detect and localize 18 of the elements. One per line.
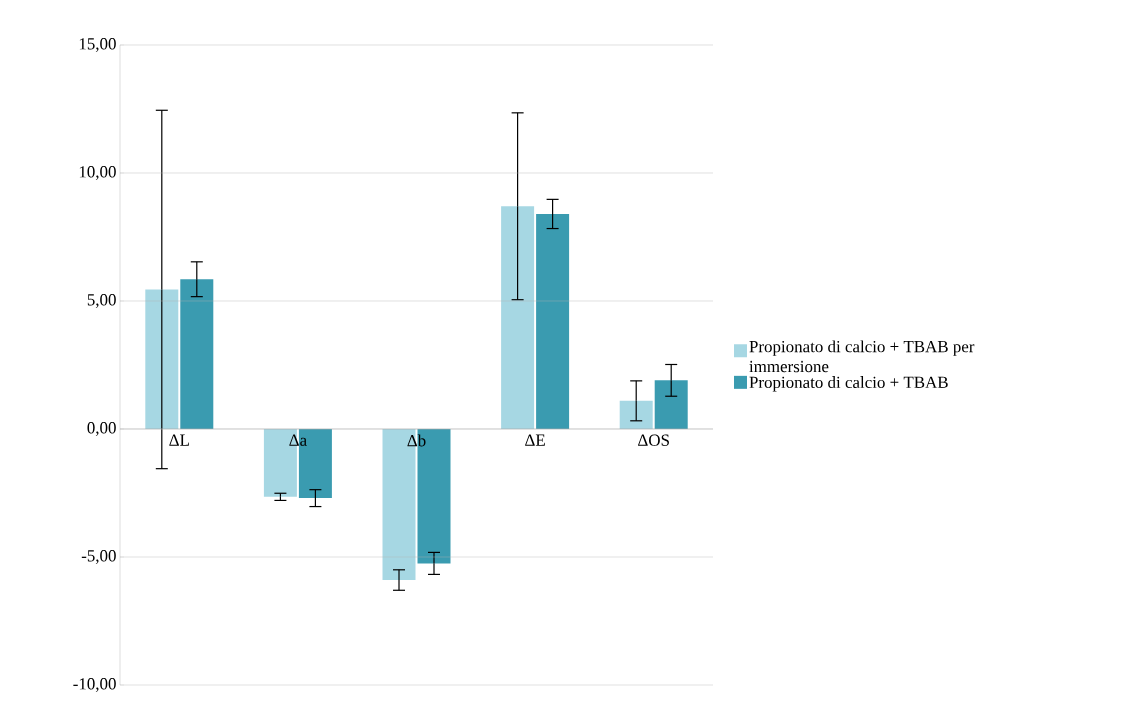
y-tick-label: -5,00 [81,550,116,564]
x-tick-label: ΔOS [638,434,669,446]
bar [180,279,214,429]
bar [501,206,535,429]
y-tick-label: -10,00 [73,678,116,692]
x-tick-label: Δa [289,434,307,446]
x-tick-label: ΔE [525,434,545,446]
bar [145,289,179,429]
x-tick-label: ΔL [169,434,189,446]
bar [536,213,570,429]
y-tick-label: 5,00 [87,294,116,308]
bar [654,380,688,429]
y-tick-label: 0,00 [87,422,116,436]
legend-label: Propionato di calcio + TBAB per immersione [749,340,975,373]
y-tick-label: 10,00 [79,166,116,180]
y-tick-label: 15,00 [79,38,116,52]
x-tick-label: Δb [407,434,426,447]
legend-label: Propionato di calcio + TBAB [749,376,948,392]
